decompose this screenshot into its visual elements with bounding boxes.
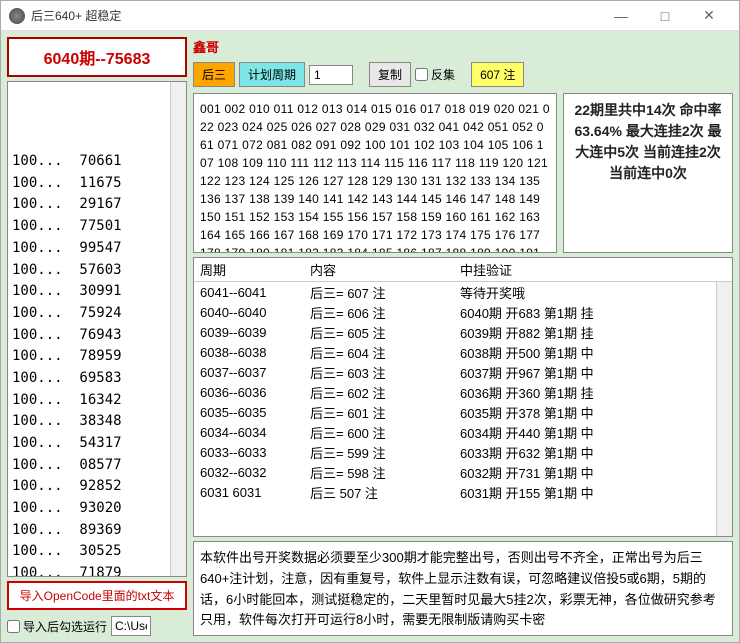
col-content: 内容 (310, 260, 460, 279)
cell-verify: 6033期 开632 第1期 中 (460, 443, 726, 462)
cell-period: 6034--6034 (200, 425, 310, 440)
window-controls: — □ ✕ (599, 2, 731, 30)
cell-content: 后三= 602 注 (310, 383, 460, 402)
cell-period: 6038--6038 (200, 345, 310, 360)
cell-content: 后三= 598 注 (310, 463, 460, 482)
right-column: 鑫哥 后三 计划周期 复制 反集 607 注 001 002 010 011 0… (193, 37, 733, 636)
col-verify: 中挂验证 (460, 260, 726, 279)
import-opencode-button[interactable]: 导入OpenCode里面的txt文本 (7, 581, 187, 610)
cell-content: 后三= 603 注 (310, 363, 460, 382)
copy-button[interactable]: 复制 (369, 62, 411, 87)
cell-period: 6031 6031 (200, 485, 310, 500)
table-header: 周期 内容 中挂验证 (194, 258, 732, 282)
cell-period: 6035--6035 (200, 405, 310, 420)
stats-box: 22期里共中14次 命中率63.64% 最大连挂2次 最大连中5次 当前连挂2次… (563, 93, 733, 253)
mid-row: 001 002 010 011 012 013 014 015 016 017 … (193, 93, 733, 253)
main-area: 6040期--75683 100... 70661 100... 11675 1… (1, 31, 739, 642)
cell-content: 后三= 606 注 (310, 303, 460, 322)
cell-period: 6040--6040 (200, 305, 310, 320)
history-list-content: 100... 70661 100... 11675 100... 29167 1… (12, 129, 182, 577)
scrollbar[interactable] (170, 82, 186, 576)
cell-content: 后三= 607 注 (310, 283, 460, 302)
table-row[interactable]: 6034--6034后三= 600 注6034期 开440 第1期 中 (194, 422, 732, 442)
table-body: 6041--6041后三= 607 注等待开奖哦6040--6040后三= 60… (194, 282, 732, 502)
cell-verify: 等待开奖哦 (460, 283, 726, 302)
cell-content: 后三= 604 注 (310, 343, 460, 362)
cell-period: 6036--6036 (200, 385, 310, 400)
table-scrollbar[interactable] (716, 282, 732, 536)
cell-content: 后三= 600 注 (310, 423, 460, 442)
cell-content: 后三= 601 注 (310, 403, 460, 422)
author-label: 鑫哥 (193, 37, 733, 56)
table-row[interactable]: 6038--6038后三= 604 注6038期 开500 第1期 中 (194, 342, 732, 362)
run-after-import-label: 导入后勾选运行 (23, 618, 107, 635)
table-row[interactable]: 6037--6037后三= 603 注6037期 开967 第1期 中 (194, 362, 732, 382)
run-after-import-input[interactable] (7, 620, 20, 633)
cell-period: 6037--6037 (200, 365, 310, 380)
current-period-header: 6040期--75683 (7, 37, 187, 77)
left-column: 6040期--75683 100... 70661 100... 11675 1… (7, 37, 187, 636)
cell-verify: 6031期 开155 第1期 中 (460, 483, 726, 502)
cell-verify: 6034期 开440 第1期 中 (460, 423, 726, 442)
plan-cycle-button[interactable]: 计划周期 (239, 62, 305, 87)
window-title: 后三640+ 超稳定 (31, 7, 599, 24)
zhu-count-button[interactable]: 607 注 (471, 62, 524, 87)
cell-verify: 6040期 开683 第1期 挂 (460, 303, 726, 322)
path-input[interactable] (111, 616, 151, 636)
app-window: 后三640+ 超稳定 — □ ✕ 6040期--75683 100... 706… (0, 0, 740, 643)
fanji-checkbox[interactable]: 反集 (415, 66, 455, 83)
close-button[interactable]: ✕ (687, 2, 731, 30)
cell-verify: 6032期 开731 第1期 中 (460, 463, 726, 482)
cell-content: 后三 507 注 (310, 483, 460, 502)
table-row[interactable]: 6032--6032后三= 598 注6032期 开731 第1期 中 (194, 462, 732, 482)
cell-content: 后三= 605 注 (310, 323, 460, 342)
table-row[interactable]: 6036--6036后三= 602 注6036期 开360 第1期 挂 (194, 382, 732, 402)
result-table: 周期 内容 中挂验证 6041--6041后三= 607 注等待开奖哦6040-… (193, 257, 733, 537)
import-options: 导入后勾选运行 (7, 616, 187, 636)
table-row[interactable]: 6041--6041后三= 607 注等待开奖哦 (194, 282, 732, 302)
table-row[interactable]: 6039--6039后三= 605 注6039期 开882 第1期 挂 (194, 322, 732, 342)
table-row[interactable]: 6031 6031后三 507 注6031期 开155 第1期 中 (194, 482, 732, 502)
maximize-button[interactable]: □ (643, 2, 687, 30)
cell-verify: 6039期 开882 第1期 挂 (460, 323, 726, 342)
app-icon (9, 8, 25, 24)
history-list[interactable]: 100... 70661 100... 11675 100... 29167 1… (7, 81, 187, 577)
run-after-import-checkbox[interactable]: 导入后勾选运行 (7, 618, 107, 635)
table-row[interactable]: 6033--6033后三= 599 注6033期 开632 第1期 中 (194, 442, 732, 462)
cycle-input[interactable] (309, 65, 353, 85)
minimize-button[interactable]: — (599, 2, 643, 30)
fanji-input[interactable] (415, 68, 428, 81)
cell-period: 6041--6041 (200, 285, 310, 300)
table-row[interactable]: 6035--6035后三= 601 注6035期 开378 第1期 中 (194, 402, 732, 422)
hou3-button[interactable]: 后三 (193, 62, 235, 87)
cell-verify: 6036期 开360 第1期 挂 (460, 383, 726, 402)
cell-verify: 6035期 开378 第1期 中 (460, 403, 726, 422)
number-grid[interactable]: 001 002 010 011 012 013 014 015 016 017 … (193, 93, 557, 253)
cell-period: 6032--6032 (200, 465, 310, 480)
titlebar[interactable]: 后三640+ 超稳定 — □ ✕ (1, 1, 739, 31)
toolbar: 后三 计划周期 复制 反集 607 注 (193, 60, 733, 89)
cell-period: 6039--6039 (200, 325, 310, 340)
cell-verify: 6037期 开967 第1期 中 (460, 363, 726, 382)
cell-verify: 6038期 开500 第1期 中 (460, 343, 726, 362)
footer-info: 本软件出号开奖数据必须要至少300期才能完整出号，否则出号不齐全，正常出号为后三… (193, 541, 733, 636)
cell-content: 后三= 599 注 (310, 443, 460, 462)
table-row[interactable]: 6040--6040后三= 606 注6040期 开683 第1期 挂 (194, 302, 732, 322)
col-period: 周期 (200, 260, 310, 279)
fanji-label: 反集 (431, 66, 455, 83)
cell-period: 6033--6033 (200, 445, 310, 460)
